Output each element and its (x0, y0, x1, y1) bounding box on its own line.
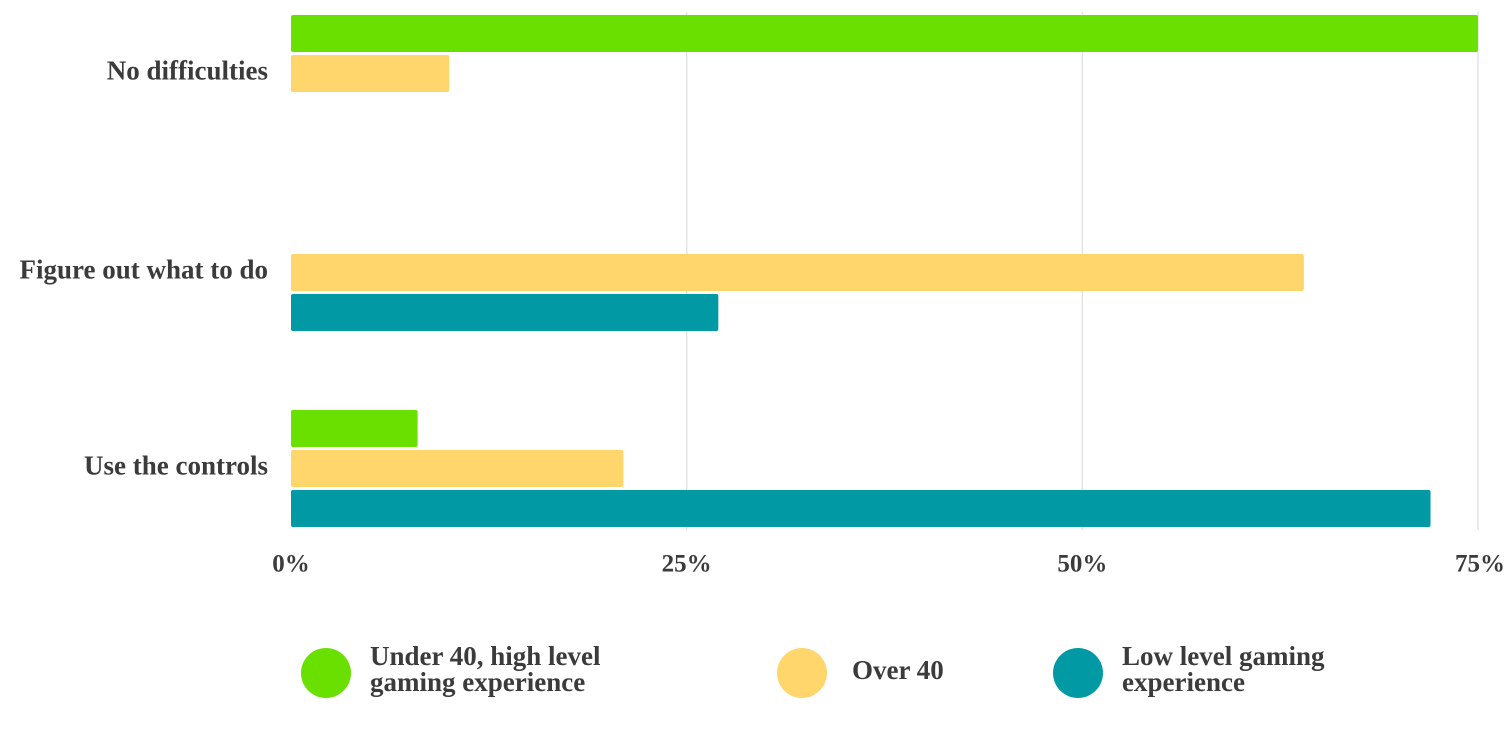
bars (291, 15, 1478, 527)
x-tick-label: 25% (662, 551, 712, 578)
bar (291, 254, 1304, 291)
legend-swatch (301, 648, 351, 698)
x-tick-label: 75% (1455, 551, 1505, 578)
x-tick-label: 50% (1057, 551, 1107, 578)
bar (291, 450, 624, 487)
legend: Under 40, high level gaming experience Ove… (301, 641, 1325, 698)
bar (291, 294, 719, 331)
bar (291, 55, 450, 92)
legend-label: Low level gaming experience (1122, 641, 1325, 697)
legend-label: Under 40, high level gaming experience (370, 641, 601, 697)
bar (291, 410, 418, 447)
category-labels: No difficulties Figure out what to do Use … (19, 56, 268, 481)
category-label: Use the controls (84, 451, 268, 481)
category-label: No difficulties (107, 56, 268, 86)
x-tick-label: 0% (272, 551, 310, 578)
category-label: Figure out what to do (19, 255, 268, 285)
bar (291, 490, 1431, 527)
x-axis-ticks: 0% 25% 50% 75% (272, 551, 1505, 578)
legend-label: Over 40 (852, 655, 944, 685)
bar (291, 15, 1478, 52)
legend-swatch (1053, 648, 1103, 698)
legend-swatch (777, 648, 827, 698)
